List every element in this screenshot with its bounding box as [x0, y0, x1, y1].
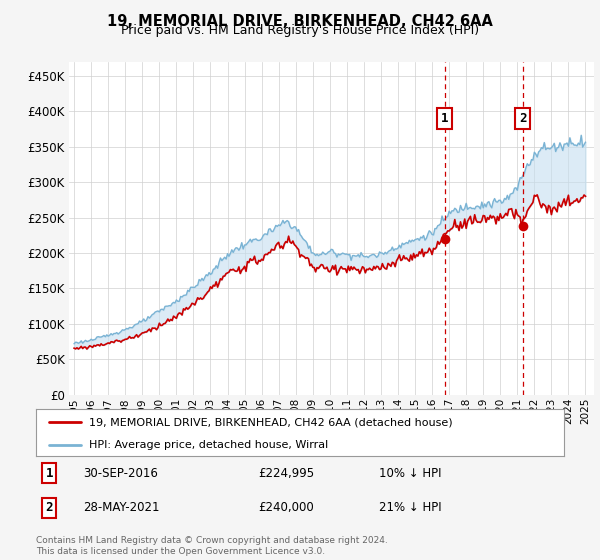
Text: 2: 2	[519, 112, 527, 125]
Text: £224,995: £224,995	[258, 467, 314, 480]
Text: 28-MAY-2021: 28-MAY-2021	[83, 501, 160, 514]
Text: Contains HM Land Registry data © Crown copyright and database right 2024.
This d: Contains HM Land Registry data © Crown c…	[36, 536, 388, 556]
Text: Price paid vs. HM Land Registry's House Price Index (HPI): Price paid vs. HM Land Registry's House …	[121, 24, 479, 37]
Text: 2: 2	[46, 501, 53, 514]
Text: 21% ↓ HPI: 21% ↓ HPI	[379, 501, 442, 514]
Text: 1: 1	[441, 112, 449, 125]
Text: HPI: Average price, detached house, Wirral: HPI: Average price, detached house, Wirr…	[89, 440, 328, 450]
Text: 10% ↓ HPI: 10% ↓ HPI	[379, 467, 442, 480]
Text: 1: 1	[46, 467, 53, 480]
Text: 19, MEMORIAL DRIVE, BIRKENHEAD, CH42 6AA: 19, MEMORIAL DRIVE, BIRKENHEAD, CH42 6AA	[107, 14, 493, 29]
Text: 19, MEMORIAL DRIVE, BIRKENHEAD, CH42 6AA (detached house): 19, MEMORIAL DRIVE, BIRKENHEAD, CH42 6AA…	[89, 417, 452, 427]
Text: 30-SEP-2016: 30-SEP-2016	[83, 467, 158, 480]
Text: £240,000: £240,000	[258, 501, 314, 514]
